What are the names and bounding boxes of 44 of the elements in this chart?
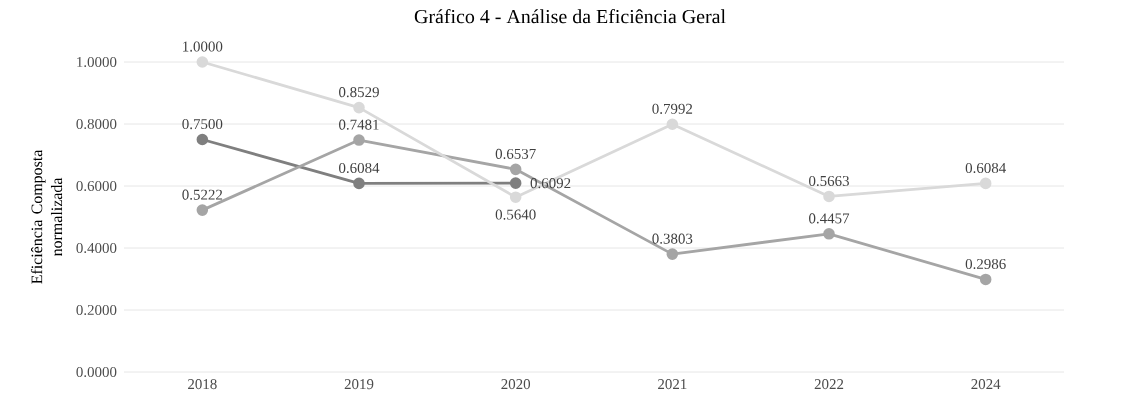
data-label: 0.7500	[182, 118, 223, 130]
data-label: 0.6092	[530, 178, 571, 189]
y-tick-label: 0.8000	[76, 118, 117, 130]
x-tick-label: 2019	[344, 379, 374, 390]
x-tick-label: 2024	[971, 379, 1001, 390]
data-label: 0.7992	[652, 103, 693, 114]
data-label: 0.6537	[495, 148, 536, 159]
data-label: 0.4457	[809, 213, 850, 224]
x-tick-label: 2018	[188, 379, 217, 390]
data-label: 0.6084	[339, 162, 380, 174]
x-tick-label: 2022	[814, 379, 844, 390]
point	[666, 248, 679, 260]
chart-title: Gráfico 4 - Análise da Eficiência Geral	[414, 9, 726, 24]
point	[823, 190, 835, 203]
x-tick-label: 2021	[658, 379, 687, 390]
point	[353, 134, 365, 146]
y-tick-label: 0.2000	[76, 304, 117, 316]
data-label: 0.5640	[495, 209, 536, 220]
data-label: 0.5222	[182, 189, 223, 200]
y-tick-label: 0.6000	[76, 180, 117, 192]
x-tick-label: 2020	[501, 379, 531, 390]
point	[353, 101, 365, 114]
data-label: 0.8529	[339, 87, 379, 98]
point	[196, 56, 209, 68]
data-label: 0.2986	[965, 258, 1006, 270]
point	[353, 177, 365, 190]
y-tick-label: 0.0000	[76, 366, 117, 378]
data-label: 1.0000	[183, 41, 223, 52]
point	[196, 133, 209, 146]
point	[823, 228, 835, 240]
point	[509, 191, 522, 203]
point	[509, 163, 522, 176]
data-label: 0.3803	[652, 233, 693, 244]
y-axis-title: Eficiência Composta normalizada	[30, 149, 63, 284]
point	[979, 177, 992, 190]
point	[666, 118, 679, 131]
data-label: 0.7481	[339, 119, 379, 130]
data-label: 0.5663	[809, 175, 849, 187]
y-tick-label: 0.4000	[76, 242, 117, 254]
point	[509, 177, 522, 189]
data-label: 0.6084	[965, 162, 1006, 174]
y-tick-label: 1.0000	[77, 56, 117, 68]
point	[196, 204, 209, 216]
point	[979, 273, 992, 286]
